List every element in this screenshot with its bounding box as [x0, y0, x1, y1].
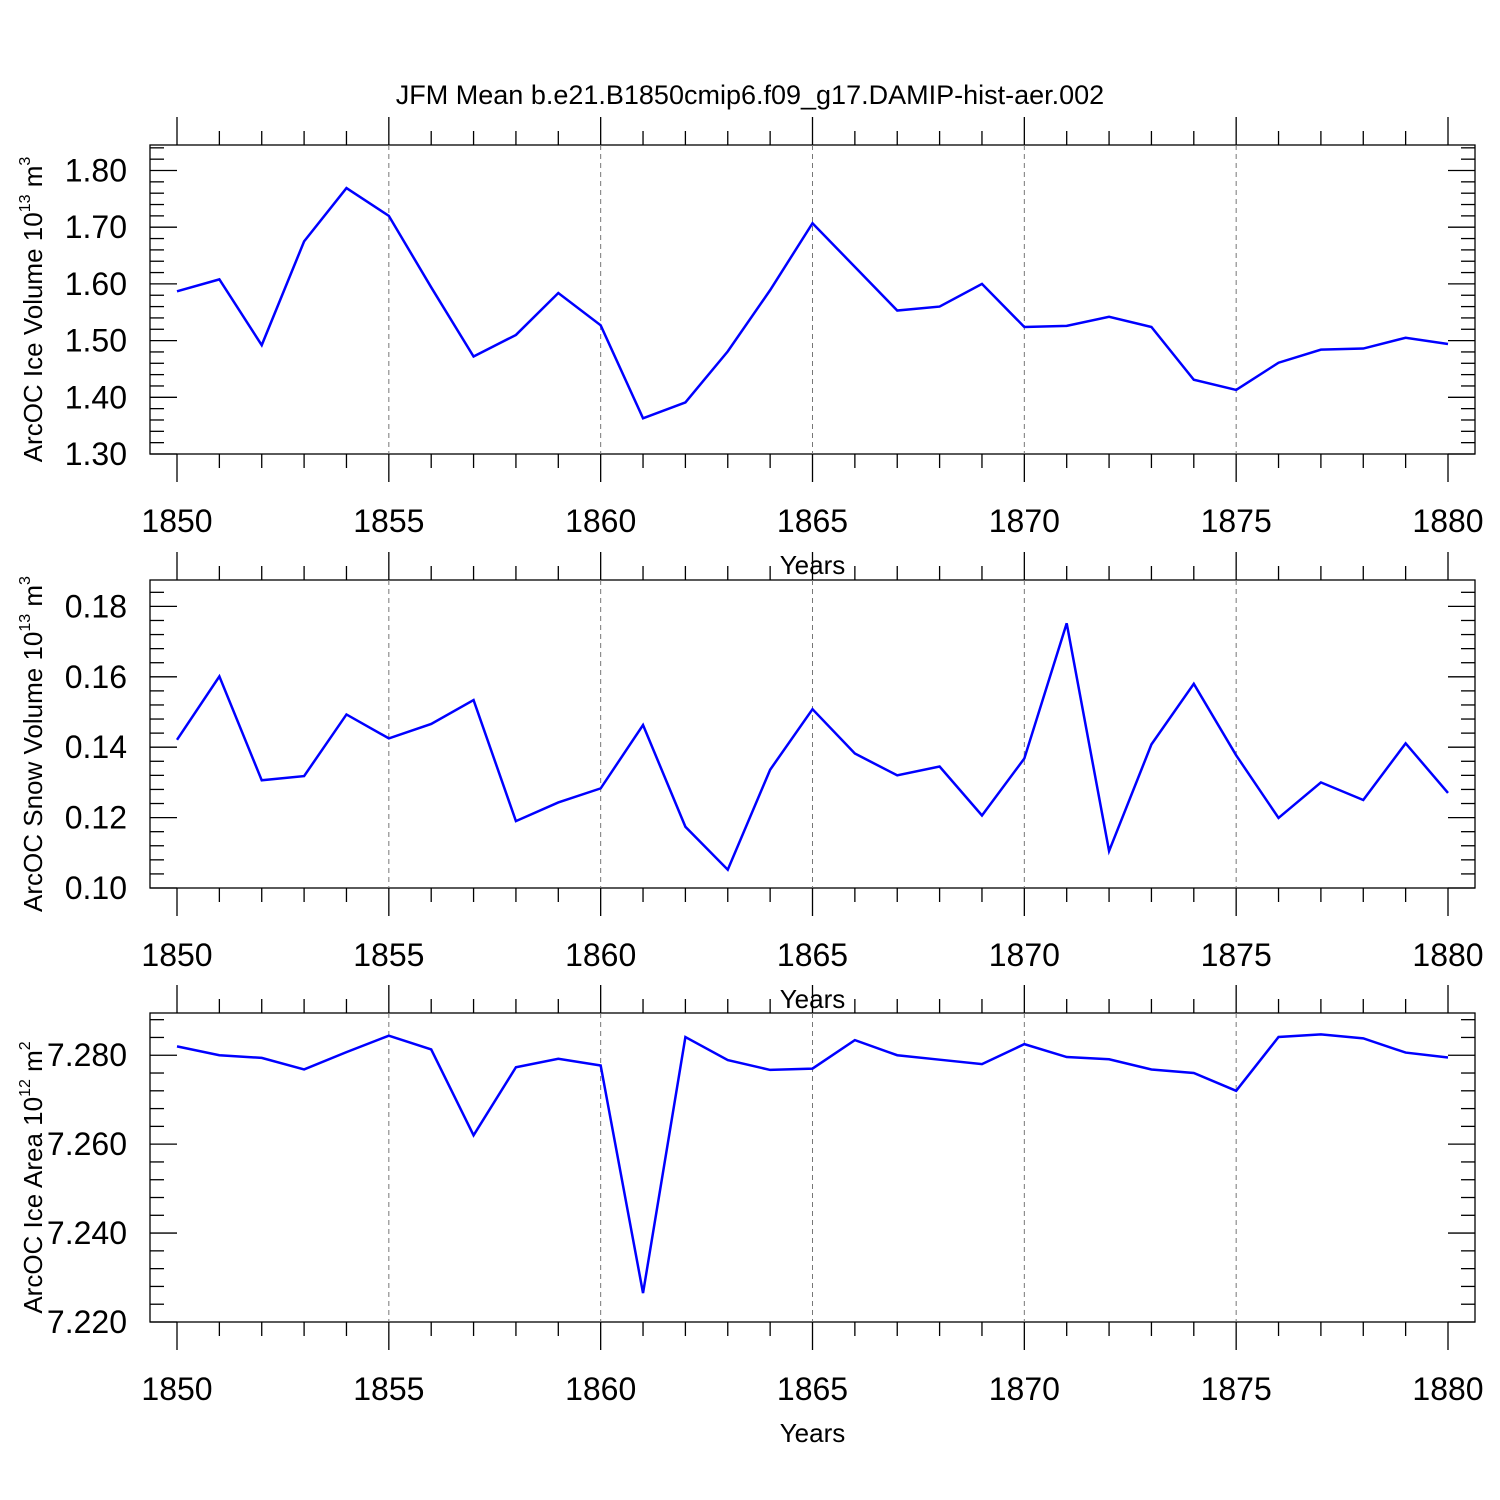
y-tick-label: 1.60 [65, 266, 127, 302]
y-tick-label: 0.16 [65, 659, 127, 695]
series-line [176, 1033, 1449, 1294]
panel-1: 1850 1855 1860 1865 1870 1875 1880Years1.301.4… [17, 117, 1484, 580]
x-tick-label: 1870 [989, 937, 1060, 973]
y-tick-label: 0.18 [65, 588, 127, 624]
y-axis-title: ArcOC Snow Volume 1013 m3 [17, 576, 48, 912]
x-tick-label: 1880 [1412, 1371, 1483, 1407]
x-tick-label: 1875 [1201, 937, 1272, 973]
x-tick-label: 1865 [777, 937, 848, 973]
y-tick-label: 0.12 [65, 800, 127, 836]
y-tick-label: 1.50 [65, 323, 127, 359]
x-tick-label: 1860 [565, 937, 636, 973]
x-axis-title: Years [780, 1418, 846, 1448]
y-tick-label: 1.80 [65, 153, 127, 189]
x-tick-label: 1865 [777, 503, 848, 539]
x-tick-label: 1870 [989, 1371, 1060, 1407]
x-tick-label: 1850 [141, 937, 212, 973]
y-axis-title: ArcOC Ice Area 1012 m2 [17, 1041, 48, 1313]
x-tick-label: 1880 [1412, 937, 1483, 973]
x-tick-label: 1855 [353, 503, 424, 539]
chart-title: JFM Mean b.e21.B1850cmip6.f09_g17.DAMIP-… [396, 80, 1104, 110]
panels: 1850 1855 1860 1865 1870 1875 1880 Years 1.30 1.4… [17, 117, 1484, 1448]
panel-2: 1850 1855 1860 1865 1870 1875 1880Years0.100.1… [17, 552, 1484, 1014]
x-tick-label: 1870 [989, 503, 1060, 539]
y-tick-label: 7.240 [47, 1215, 127, 1251]
y-axis-title: ArcOC Ice Volume 1013 m3 [17, 157, 48, 463]
y-tick-label: 7.220 [47, 1304, 127, 1340]
x-tick-label: 1850 [141, 503, 212, 539]
y-tick-label: 0.10 [65, 870, 127, 906]
y-tick-label: 7.260 [47, 1126, 127, 1162]
y-tick-label: 1.30 [65, 436, 127, 472]
panel-3: 1850 1855 1860 1865 1870 1875 1880 Years 7.220 7.… [17, 985, 1484, 1448]
y-tick-label: 7.280 [47, 1037, 127, 1073]
x-tick-label: 1850 [141, 1371, 212, 1407]
x-tick-label: 1865 [777, 1371, 848, 1407]
x-tick-label: 1875 [1201, 1371, 1272, 1407]
x-tick-label: 1880 [1412, 503, 1483, 539]
x-tick-label: 1875 [1201, 503, 1272, 539]
x-tick-label: 1860 [565, 1371, 636, 1407]
x-tick-label: 1855 [353, 1371, 424, 1407]
x-tick-label: 1860 [565, 503, 636, 539]
y-tick-label: 1.70 [65, 209, 127, 245]
y-tick-label: 1.40 [65, 379, 127, 415]
y-tick-label: 0.14 [65, 729, 127, 765]
x-tick-label: 1855 [353, 937, 424, 973]
